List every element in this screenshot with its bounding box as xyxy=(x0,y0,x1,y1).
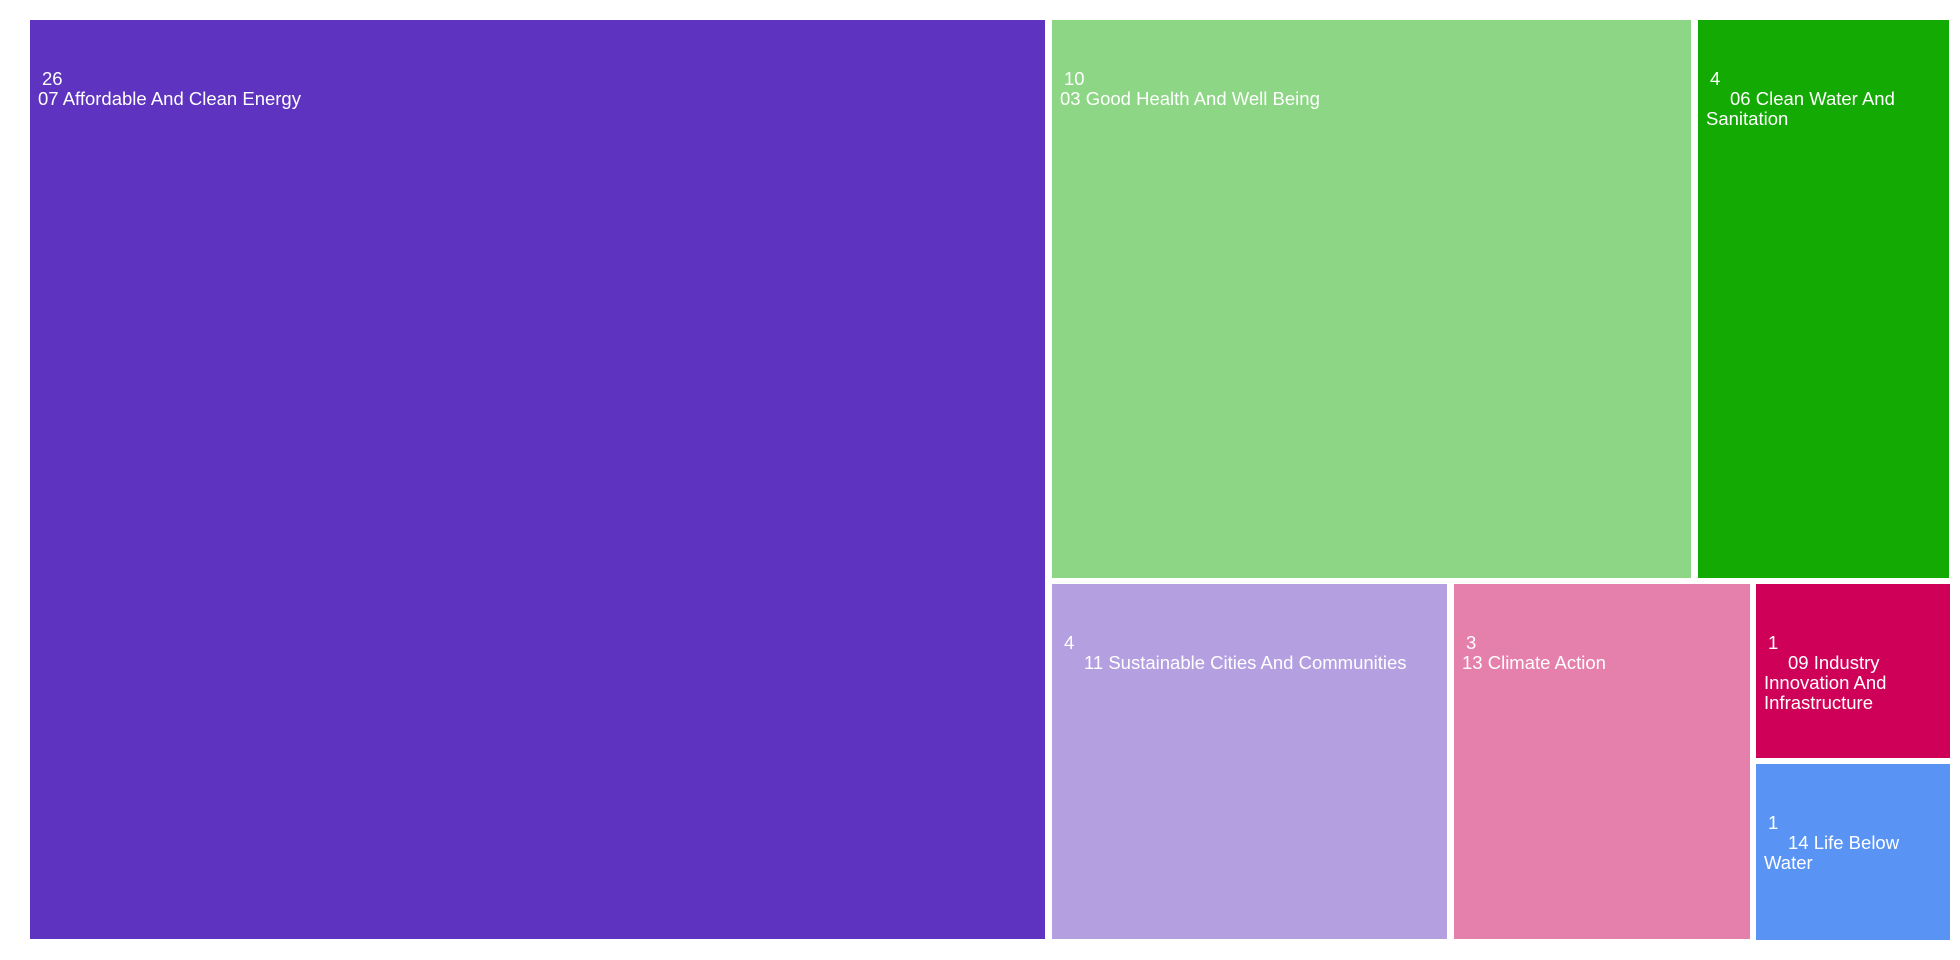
tile-value: 26 xyxy=(42,68,63,89)
tile-label: 06 Clean Water And Sanitation xyxy=(1706,88,1895,129)
treemap-tile[interactable]: 1 09 Industry Innovation And Infrastructu… xyxy=(1756,584,1950,758)
tile-label: 07 Affordable And Clean Energy xyxy=(38,88,301,109)
treemap-tile[interactable]: 26 07 Affordable And Clean Energy xyxy=(30,20,1045,939)
treemap-tile[interactable]: 3 13 Climate Action xyxy=(1454,584,1750,939)
treemap-tile[interactable]: 1 14 Life Below Water xyxy=(1756,764,1950,940)
tile-label: 11 Sustainable Cities And Communities xyxy=(1084,652,1407,673)
tile-value: 3 xyxy=(1466,632,1477,653)
tile-label: 09 Industry Innovation And Infrastructur… xyxy=(1764,652,1887,713)
treemap-tile[interactable]: 10 03 Good Health And Well Being xyxy=(1052,20,1691,578)
tile-value: 10 xyxy=(1064,68,1085,89)
tile-value: 4 xyxy=(1710,68,1721,89)
treemap-tile[interactable]: 4 06 Clean Water And Sanitation xyxy=(1698,20,1949,578)
tile-value: 4 xyxy=(1064,632,1075,653)
tile-value: 1 xyxy=(1768,632,1779,653)
tile-label: 03 Good Health And Well Being xyxy=(1060,88,1320,109)
tile-label: 13 Climate Action xyxy=(1462,652,1606,673)
tile-value: 1 xyxy=(1768,812,1779,833)
treemap-tile[interactable]: 4 11 Sustainable Cities And Communities xyxy=(1052,584,1447,939)
tile-label: 14 Life Below Water xyxy=(1764,832,1900,873)
